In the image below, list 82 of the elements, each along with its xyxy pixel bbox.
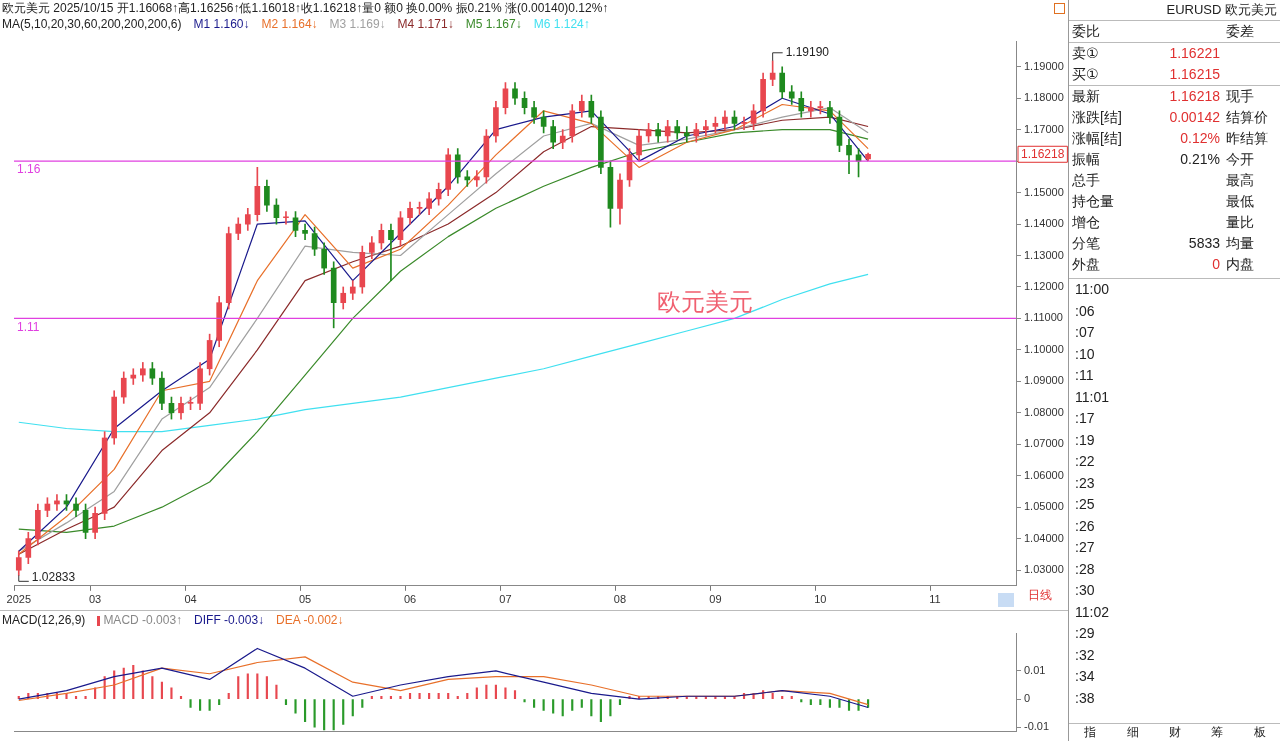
text: 涨幅[结] 0.12% 昨结算 [1072,130,1268,146]
x-tick-label: 06 [403,593,417,606]
y-tick-label: 1.05000 [1024,500,1064,513]
text: M4 1.171↓ [397,17,454,31]
text: :22 [1074,452,1096,471]
text: 指 细 财 筹 板 [1084,725,1266,739]
text: 11:02 [1074,602,1110,622]
x-tick-label: 10 [814,593,827,606]
annotation: 1.02833 [31,569,76,584]
x-tick-label: 05 [298,593,312,606]
text: 增仓 量比 [1072,214,1254,230]
text: :28 [1074,559,1096,579]
x-tick-label: 04 [184,593,197,606]
text: 外盘 0 内盘 [1072,256,1254,272]
chart-title: 欧元美元 2025/10/15 开1.16068↑高1.16256↑低1.16018↑收1.16218↑量0 额0 换0.00% 振0.21% 涨(0.00140)0.12%↑ [1,0,610,16]
text: DEA -0.002↓ [276,613,344,627]
y-tick-label: 0 [1024,692,1031,705]
text: :26 [1074,516,1096,536]
y-tick-label: 1.11000 [1024,311,1063,324]
y-tick-label: 1.13000 [1024,248,1064,261]
y-tick-label: -0.01 [1024,720,1050,733]
text: 11:00 [1074,280,1110,299]
text: M6 1.124↑ [533,17,590,31]
text: :38 [1074,688,1096,708]
annotation: 1.19190 [785,45,830,60]
y-tick-label: 1.06000 [1024,468,1064,481]
text: 1.16218 [1021,146,1065,161]
text: 11:01 [1074,387,1110,407]
text: 委比 委差 [1072,23,1254,39]
y-tick-label: 1.09000 [1024,374,1064,387]
text: :25 [1074,495,1096,514]
legend-label: MACD -0.003↑ [102,613,183,627]
text: 持仓量 最低 [1072,193,1254,209]
text: :23 [1074,473,1096,493]
text: :06 [1074,301,1096,321]
y-tick-label: 1.08000 [1024,405,1064,418]
text: 卖① 1.16221 [1072,45,1220,61]
x-tick-label: 08 [613,593,627,606]
text: :29 [1074,624,1096,643]
text: :27 [1074,538,1096,557]
x-tick-label: 03 [88,593,102,606]
x-tick-label: 2025 [6,593,32,606]
text: 最新 1.16218 现手 [1072,88,1254,104]
y-tick-label: 1.04000 [1024,531,1064,544]
ref-line-label: 1.16 [17,162,41,177]
text: :17 [1074,409,1096,428]
text: 分笔 5833 均量 [1072,235,1254,251]
y-tick-label: 1.18000 [1024,91,1064,104]
text: :10 [1074,344,1096,364]
y-tick-label: 1.17000 [1024,122,1064,135]
text: 买① 1.16215 [1072,66,1220,82]
text: M2 1.164↓ [261,17,318,31]
ref-line-label: 1.11 [17,319,40,334]
text: 涨跌[结] 0.00142 结算价 [1072,109,1268,125]
x-tick-label: 07 [499,593,512,606]
text: EURUSD 欧元美元 [1069,0,1280,21]
series-label: DIFF -0.003↓ [194,613,265,627]
chart-title: MACD(12,26,9) [2,613,86,627]
chart-subtitle: MA(5,10,20,30,60,200,200,200,6) [2,17,182,31]
y-tick-label: 1.07000 [1024,437,1064,450]
text: :30 [1074,581,1096,600]
text: M5 1.167↓ [465,17,522,31]
text: M3 1.169↓ [329,17,386,31]
y-tick-label: 1.19000 [1024,59,1064,72]
y-tick-label: 1.12000 [1024,279,1064,292]
y-tick-label: 1.15000 [1024,185,1064,198]
y-tick-label: 1.14000 [1024,217,1064,230]
text: 日线 [1028,588,1052,603]
text: :19 [1074,430,1096,450]
y-tick-label: 0.01 [1024,663,1046,676]
y-tick-label: 1.10000 [1024,342,1064,355]
text: :07 [1074,323,1096,342]
text: :11 [1074,366,1095,385]
x-tick-label: 09 [709,593,722,606]
text: :32 [1074,645,1096,665]
text: :34 [1074,667,1096,686]
x-tick-label: 11 [929,593,941,606]
text: 振幅 0.21% 今开 [1072,151,1254,167]
text: M1 1.160↓ [193,17,250,31]
annotation: 欧元美元 [657,288,754,316]
text: 总手 最高 [1072,172,1254,188]
y-tick-label: 1.03000 [1024,563,1064,576]
